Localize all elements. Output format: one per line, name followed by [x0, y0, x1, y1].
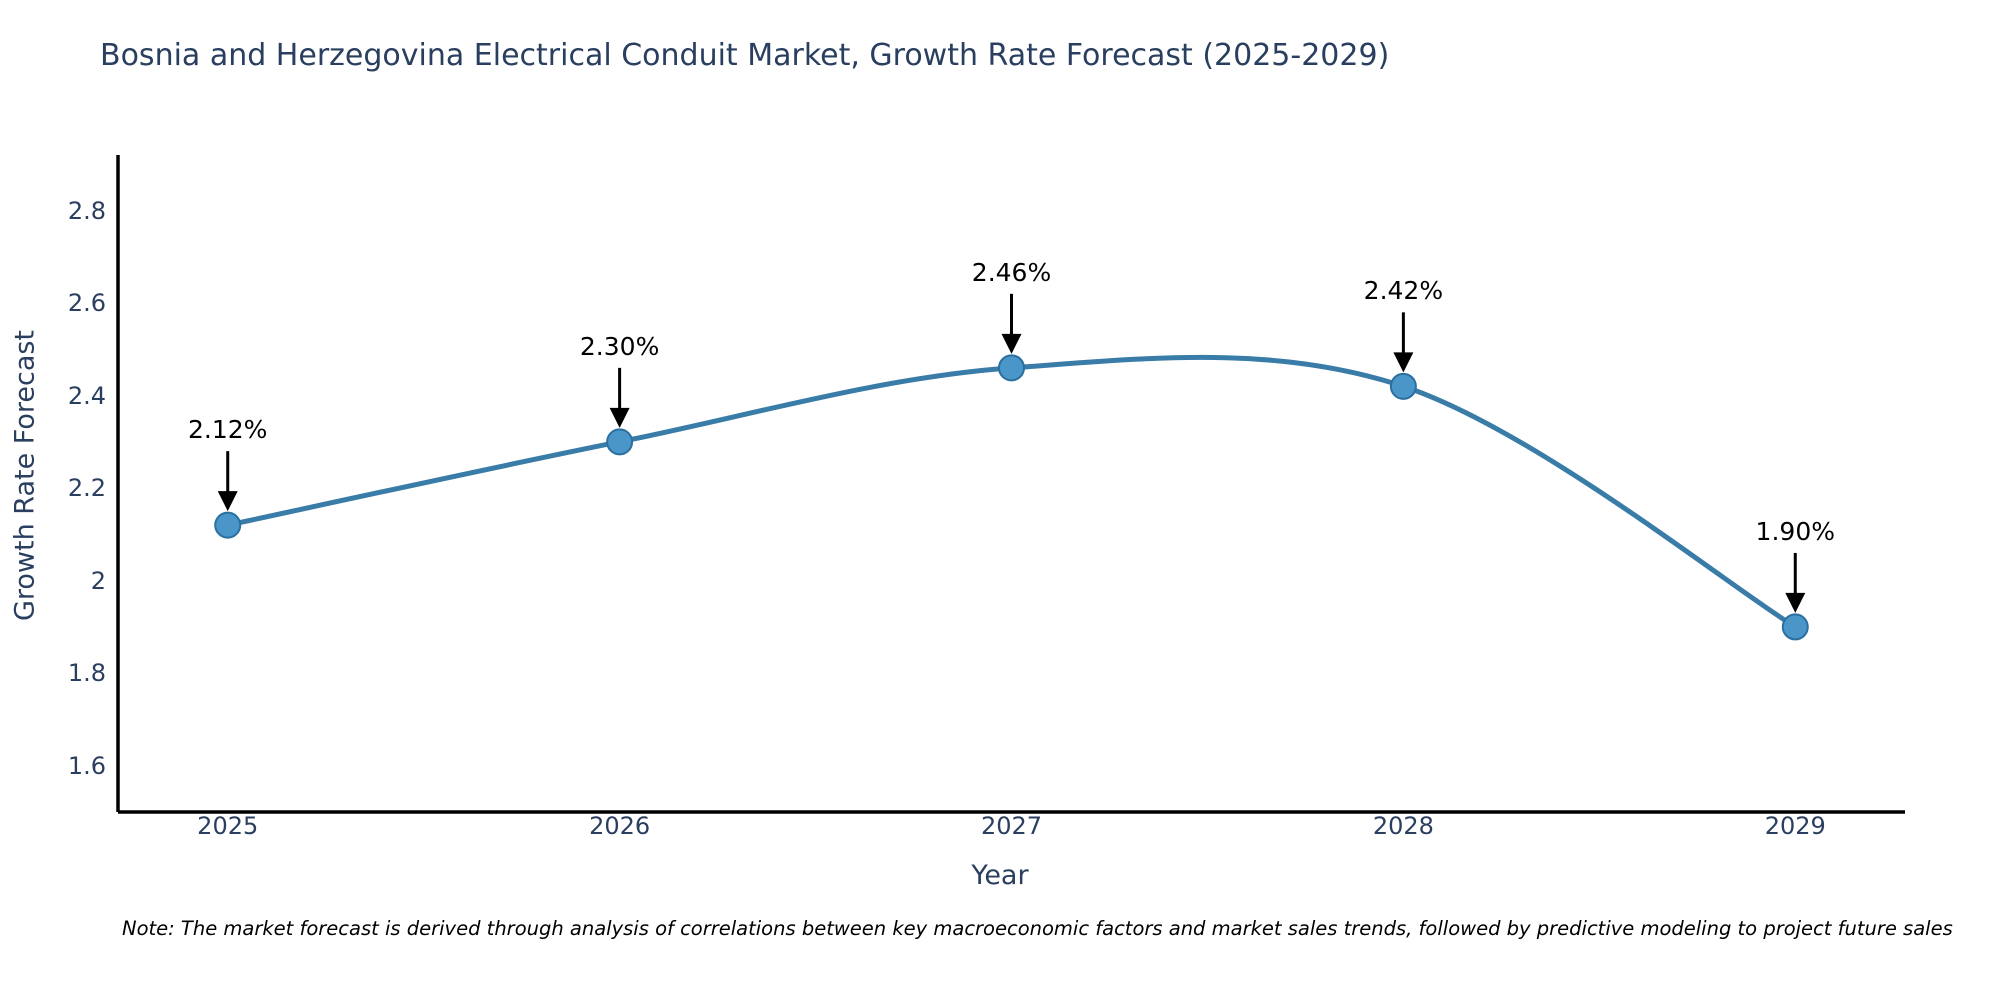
x-axis-title: Year — [971, 860, 1029, 891]
data-point-marker[interactable] — [1781, 613, 1809, 641]
y-tick-label: 2.6 — [67, 289, 106, 318]
y-tick-label: 2.8 — [67, 196, 106, 225]
data-point-marker[interactable] — [214, 511, 242, 539]
data-point-label: 2.42% — [1363, 276, 1444, 306]
x-tick-label: 2025 — [197, 812, 259, 840]
y-axis-tick-labels: 2.8 2.6 2.4 2.2 2 1.8 1.6 — [0, 0, 106, 1000]
annotation-arrows — [217, 293, 1806, 613]
chart-title: Bosnia and Herzegovina Electrical Condui… — [100, 38, 1390, 73]
y-tick-label: 2 — [90, 566, 106, 595]
data-point-label: 2.30% — [579, 331, 660, 361]
series-markers — [214, 354, 1809, 641]
x-tick-label: 2028 — [1372, 812, 1434, 840]
y-tick-label: 1.6 — [67, 751, 106, 780]
data-point-label: 1.90% — [1755, 516, 1835, 546]
axis-lines — [116, 155, 1905, 814]
y-tick-label: 2.4 — [67, 381, 106, 410]
x-tick-label: 2029 — [1764, 812, 1826, 840]
data-point-label: 2.46% — [971, 257, 1052, 287]
annotation-arrow-head — [1393, 352, 1414, 373]
y-tick-label: 1.8 — [67, 659, 106, 688]
data-point-label: 2.12% — [188, 415, 268, 445]
annotation-arrow-head — [1785, 592, 1806, 613]
series-line — [225, 354, 1798, 630]
data-point-marker[interactable] — [1389, 372, 1417, 400]
x-tick-label: 2027 — [980, 812, 1043, 840]
annotation-arrow-head — [609, 407, 630, 428]
annotation-arrow-head — [217, 491, 238, 512]
annotation-arrow-head — [1001, 333, 1022, 354]
y-tick-label: 2.2 — [67, 474, 106, 503]
chart-footnote: Note: The market forecast is derived thr… — [122, 917, 1953, 940]
data-point-marker[interactable] — [606, 428, 634, 456]
data-point-marker[interactable] — [998, 354, 1025, 382]
x-tick-label: 2026 — [589, 812, 651, 840]
